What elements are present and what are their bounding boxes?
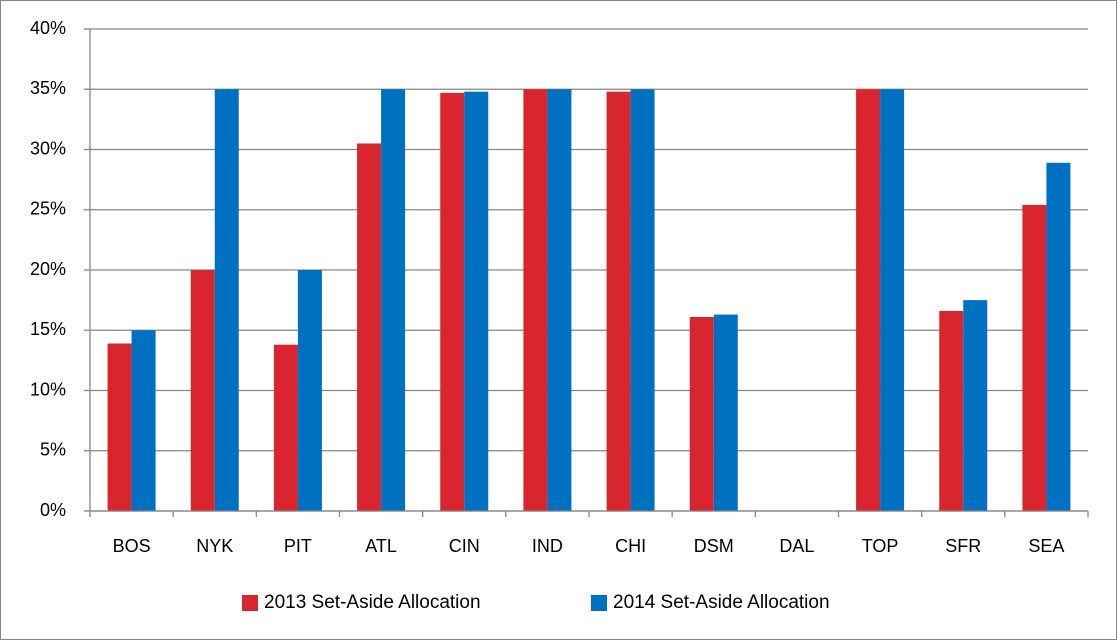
y-tick-label: 15% [30, 319, 66, 339]
bar [190, 270, 215, 511]
bar [963, 300, 988, 511]
x-tick-label: DSM [694, 536, 734, 556]
bar [1022, 204, 1047, 511]
x-tick-label: DAL [779, 536, 814, 556]
legend-label: 2014 Set-Aside Allocation [613, 592, 830, 613]
legend-swatch [591, 595, 607, 611]
bar [107, 343, 132, 511]
x-tick-label: CIN [449, 536, 480, 556]
bar [939, 310, 964, 511]
bar [713, 314, 738, 511]
bar [547, 89, 572, 511]
bar [381, 89, 406, 511]
x-tick-label: SEA [1028, 536, 1064, 556]
x-tick-label: SFR [945, 536, 981, 556]
bar [1046, 162, 1071, 511]
bar [297, 270, 322, 511]
bar [357, 143, 382, 511]
bar [464, 91, 489, 511]
bar [880, 89, 905, 511]
y-tick-label: 0% [40, 500, 66, 520]
y-tick-label: 35% [30, 78, 66, 98]
bar [689, 316, 714, 511]
x-tick-label: NYK [196, 536, 233, 556]
y-tick-label: 40% [30, 18, 66, 38]
legend-swatch [242, 595, 258, 611]
legend-label: 2013 Set-Aside Allocation [264, 592, 481, 613]
bar [606, 91, 631, 511]
y-tick-label: 5% [40, 440, 66, 460]
bar [440, 92, 465, 512]
x-tick-label: BOS [113, 536, 151, 556]
x-tick-label: PIT [284, 536, 312, 556]
y-tick-label: 25% [30, 199, 66, 219]
y-tick-label: 20% [30, 259, 66, 279]
y-tick-label: 30% [30, 138, 66, 158]
x-tick-label: TOP [862, 536, 899, 556]
bar [131, 330, 156, 511]
x-tick-label: ATL [365, 536, 397, 556]
bar [630, 89, 655, 511]
bar [856, 89, 881, 511]
x-tick-label: IND [532, 536, 563, 556]
bar [214, 89, 239, 511]
bar [523, 89, 548, 511]
y-tick-label: 10% [30, 379, 66, 399]
x-tick-label: CHI [615, 536, 646, 556]
bar [273, 344, 298, 511]
